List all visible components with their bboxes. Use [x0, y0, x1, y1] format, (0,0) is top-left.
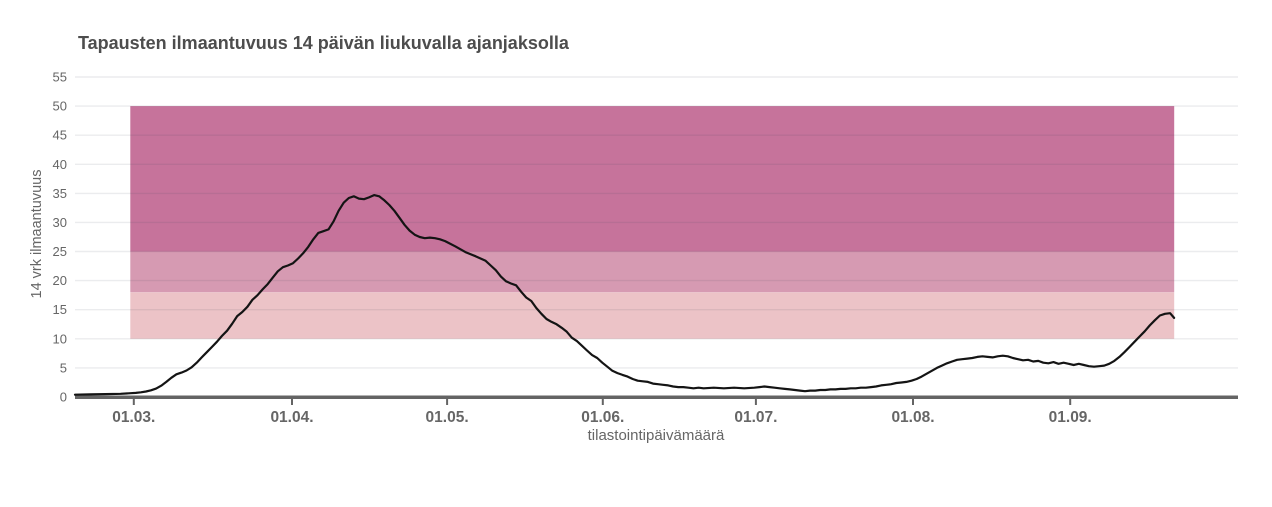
x-tick-label: 01.06. — [581, 409, 624, 426]
y-tick-label: 10 — [53, 331, 67, 346]
threshold-band — [130, 251, 1175, 293]
y-tick-label: 0 — [60, 390, 67, 405]
y-tick-label: 35 — [53, 186, 67, 201]
threshold-band — [130, 106, 1175, 252]
x-tick-label: 01.05. — [426, 409, 469, 426]
y-tick-label: 50 — [53, 99, 67, 114]
y-tick-label: 5 — [60, 360, 67, 375]
plot-area: 0 5 10 15 20 25 30 35 40 45 50 55 01.03. 01.04. 01.05.… — [53, 70, 1238, 426]
x-tick-label: 01.04. — [270, 409, 313, 426]
y-tick-label: 20 — [53, 273, 67, 288]
incidence-line — [73, 194, 1176, 396]
x-tick-label: 01.03. — [112, 409, 155, 426]
y-tick-label: 30 — [53, 215, 67, 230]
x-tick-label: 01.07. — [734, 409, 777, 426]
chart-title: Tapausten ilmaantuvuus 14 päivän liukuva… — [78, 33, 569, 53]
x-axis-title: tilastointipäivämäärä — [587, 427, 725, 444]
y-tick-label: 55 — [53, 70, 67, 85]
y-tick-label: 25 — [53, 244, 67, 259]
y-tick-label: 45 — [53, 128, 67, 143]
threshold-band — [130, 292, 1175, 339]
x-tick-label: 01.08. — [891, 409, 934, 426]
x-axis-spine — [75, 395, 1238, 399]
y-tick-label: 40 — [53, 157, 67, 172]
y-tick-label: 15 — [53, 302, 67, 317]
x-tick-label: 01.09. — [1049, 409, 1092, 426]
